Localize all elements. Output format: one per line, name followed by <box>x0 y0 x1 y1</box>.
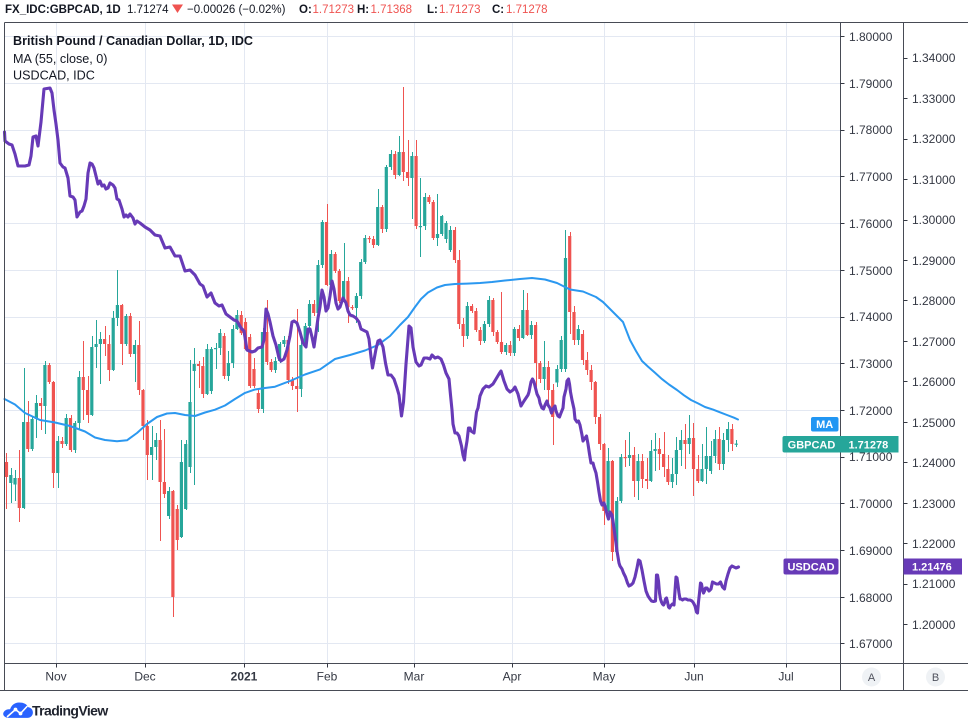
svg-text:Apr: Apr <box>503 670 522 684</box>
svg-text:1.29000: 1.29000 <box>912 254 956 268</box>
svg-text:1.71278: 1.71278 <box>506 4 548 16</box>
svg-text:1.26000: 1.26000 <box>912 375 956 389</box>
svg-text:C:: C: <box>492 4 504 16</box>
svg-text:1.78000: 1.78000 <box>849 123 893 137</box>
svg-text:1.73000: 1.73000 <box>849 357 893 371</box>
svg-text:1.69000: 1.69000 <box>849 544 893 558</box>
svg-text:1.72000: 1.72000 <box>849 404 893 418</box>
svg-text:Jul: Jul <box>778 670 793 684</box>
svg-text:TradingView: TradingView <box>32 703 108 719</box>
svg-text:1.25000: 1.25000 <box>912 416 956 430</box>
svg-text:British Pound / Canadian Dolla: British Pound / Canadian Dollar, 1D, IDC <box>13 34 253 48</box>
svg-text:Dec: Dec <box>134 670 155 684</box>
svg-text:MA (55, close, 0): MA (55, close, 0) <box>13 52 108 66</box>
svg-text:USDCAD, IDC: USDCAD, IDC <box>13 69 95 83</box>
svg-text:Mar: Mar <box>404 670 425 684</box>
svg-text:B: B <box>932 672 939 684</box>
svg-text:1.67000: 1.67000 <box>849 637 893 651</box>
svg-text:1.71273: 1.71273 <box>439 4 481 16</box>
svg-text:1.21476: 1.21476 <box>912 562 952 574</box>
svg-text:1.68000: 1.68000 <box>849 591 893 605</box>
svg-text:May: May <box>593 670 616 684</box>
svg-text:1.32000: 1.32000 <box>912 132 956 146</box>
svg-text:1.77000: 1.77000 <box>849 170 893 184</box>
svg-text:1.76000: 1.76000 <box>849 217 893 231</box>
svg-text:GBPCAD: GBPCAD <box>788 439 836 451</box>
svg-text:1.71000: 1.71000 <box>849 450 893 464</box>
svg-text:1.80000: 1.80000 <box>849 30 893 44</box>
svg-text:2021: 2021 <box>231 670 258 684</box>
svg-text:1.71368: 1.71368 <box>371 4 413 16</box>
svg-text:1.79000: 1.79000 <box>849 77 893 91</box>
svg-text:O:: O: <box>299 4 312 16</box>
svg-text:1.22000: 1.22000 <box>912 537 956 551</box>
svg-text:1.27000: 1.27000 <box>912 335 956 349</box>
svg-text:Jun: Jun <box>684 670 703 684</box>
svg-text:Nov: Nov <box>45 670 66 684</box>
svg-text:MA: MA <box>816 419 833 431</box>
svg-text:1.75000: 1.75000 <box>849 264 893 278</box>
svg-text:1.28000: 1.28000 <box>912 294 956 308</box>
svg-text:H:: H: <box>357 4 369 16</box>
svg-text:1.71273: 1.71273 <box>313 4 355 16</box>
svg-text:1.70000: 1.70000 <box>849 497 893 511</box>
svg-text:−0.00026 (−0.02%): −0.00026 (−0.02%) <box>187 4 286 16</box>
svg-text:1.30000: 1.30000 <box>912 213 956 227</box>
svg-text:USDCAD: USDCAD <box>787 562 834 574</box>
svg-text:1.74000: 1.74000 <box>849 310 893 324</box>
svg-text:1.24000: 1.24000 <box>912 456 956 470</box>
svg-text:1.71274: 1.71274 <box>127 4 169 16</box>
svg-text:1.23000: 1.23000 <box>912 497 956 511</box>
svg-text:A: A <box>868 672 876 684</box>
svg-text:1.71278: 1.71278 <box>849 439 889 451</box>
svg-text:1.31000: 1.31000 <box>912 173 956 187</box>
svg-text:1.34000: 1.34000 <box>912 51 956 65</box>
svg-text:1.21000: 1.21000 <box>912 577 956 591</box>
svg-text:1.33000: 1.33000 <box>912 92 956 106</box>
svg-text:1.20000: 1.20000 <box>912 618 956 632</box>
svg-text:Feb: Feb <box>317 670 338 684</box>
svg-text:L:: L: <box>427 4 438 16</box>
svg-text:FX_IDC:GBPCAD, 1D: FX_IDC:GBPCAD, 1D <box>5 4 121 16</box>
